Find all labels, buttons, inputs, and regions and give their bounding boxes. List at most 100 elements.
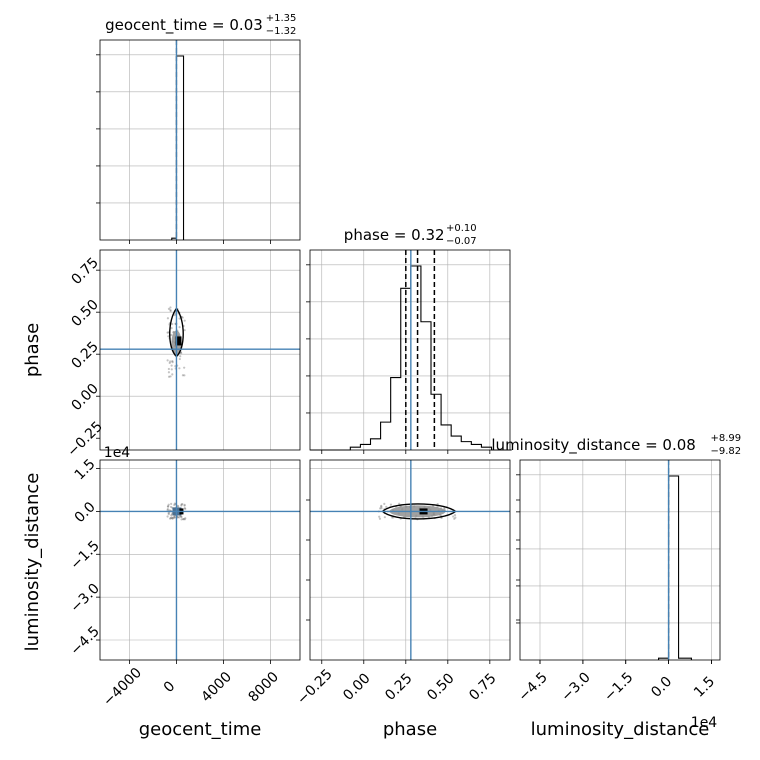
sample-point (389, 503, 393, 506)
sample-point (170, 514, 173, 517)
sample-point (170, 502, 173, 505)
sample-point (170, 368, 173, 371)
sample-point (170, 333, 173, 337)
sample-point (169, 375, 172, 378)
frame-luminosity_distance (519, 459, 721, 661)
sample-point (167, 511, 170, 515)
sample-point (181, 374, 185, 377)
sample-point (183, 366, 186, 369)
sample-point (378, 517, 382, 520)
sample-point (182, 518, 185, 521)
sample-point (379, 507, 382, 510)
sample-point (178, 516, 181, 519)
sample-point (167, 375, 171, 378)
xlabel-geocent_time: geocent_time (139, 719, 262, 740)
ylabel-phase: phase (22, 323, 43, 377)
sample-point (180, 352, 183, 355)
frame-geocent_time-vs-phase (99, 249, 301, 451)
sample-point (183, 374, 186, 377)
ylabel-luminosity_distance: luminosity_distance (22, 473, 43, 652)
sample-point (171, 373, 174, 376)
sample-point (169, 517, 172, 520)
frame-geocent_time (99, 39, 301, 241)
sample-point (166, 515, 169, 518)
sample-point (166, 331, 169, 334)
sample-point (380, 505, 383, 508)
sample-point (182, 518, 185, 521)
sample-point (183, 507, 186, 510)
sample-point (171, 360, 174, 363)
sample-point (183, 329, 186, 332)
offset-label-y: 1e4 (104, 445, 131, 461)
sample-point (183, 503, 186, 506)
ytick-label-luminosity_distance-2: −3.0 (67, 581, 102, 616)
xtick-label-luminosity_distance-0: −4.5 (515, 669, 550, 704)
sample-point (178, 317, 181, 320)
sample-point (443, 507, 446, 510)
sample-point (179, 515, 183, 518)
sample-point (184, 517, 187, 520)
sample-point (180, 518, 183, 521)
sample-point (173, 313, 176, 317)
xtick-label-phase-3: 0.50 (424, 670, 457, 703)
xtick-label-geocent_time-0: −4000 (100, 665, 145, 710)
sample-point (453, 517, 456, 520)
sample-point (453, 513, 457, 517)
ytick-label-luminosity_distance-3: −4.5 (67, 623, 102, 658)
sample-point (167, 513, 170, 516)
title-plus-phase: +0.10 (446, 223, 477, 234)
xtick-label-phase-4: 0.75 (466, 670, 499, 703)
sample-point (179, 355, 182, 358)
sample-point (171, 517, 174, 520)
sample-point (167, 367, 170, 371)
xlabel-luminosity_distance: luminosity_distance (531, 719, 710, 740)
sample-point (166, 317, 170, 320)
sample-point (183, 504, 186, 507)
sample-point (169, 517, 172, 520)
sample-point (380, 504, 383, 507)
title-minus-geocent_time: −1.32 (266, 26, 297, 37)
xtick-label-phase-2: 0.25 (382, 670, 415, 703)
sample-point (383, 502, 386, 506)
sample-point (173, 502, 176, 505)
histogram-luminosity_distance (658, 475, 692, 660)
sample-point (173, 516, 176, 519)
sample-point (171, 517, 174, 520)
sample-point (170, 364, 173, 367)
ytick-label-phase-0: 0.00 (68, 381, 101, 414)
sample-point (169, 505, 173, 509)
histogram-geocent_time (171, 55, 185, 240)
xtick-label-geocent_time-2: 4000 (198, 669, 235, 706)
sample-point (177, 505, 180, 508)
sample-point (380, 507, 383, 510)
offset-label-x: 1e4 (691, 715, 718, 731)
sample-point (178, 367, 181, 370)
xtick-label-phase-1: 0.00 (340, 670, 373, 703)
sample-point (166, 359, 169, 362)
sample-point (169, 360, 172, 363)
sample-point (183, 319, 186, 322)
sample-point (180, 503, 183, 506)
sample-point (180, 515, 183, 519)
sample-point (170, 327, 173, 330)
xtick-label-phase-0: −0.25 (294, 666, 336, 708)
xtick-label-geocent_time-1: 0 (161, 678, 179, 696)
sample-point (173, 503, 176, 507)
sample-point (167, 371, 171, 374)
sample-point (181, 503, 184, 506)
frame-phase-vs-luminosity_distance (309, 459, 511, 661)
title-plus-luminosity_distance: +8.99 (711, 433, 742, 444)
title-minus-luminosity_distance: −9.82 (711, 446, 742, 457)
sample-point (454, 516, 457, 519)
xtick-label-geocent_time-3: 8000 (246, 669, 283, 706)
ytick-label-phase-3: 0.75 (68, 255, 101, 288)
ytick-label-phase-1: 0.25 (68, 339, 101, 372)
xtick-label-luminosity_distance-3: 0.0 (648, 674, 675, 701)
title-minus-phase: −0.07 (446, 236, 477, 247)
sample-point (169, 309, 172, 313)
sample-point (378, 515, 381, 518)
sample-point (169, 308, 172, 312)
sample-point (173, 516, 176, 519)
histogram-phase (310, 265, 512, 451)
